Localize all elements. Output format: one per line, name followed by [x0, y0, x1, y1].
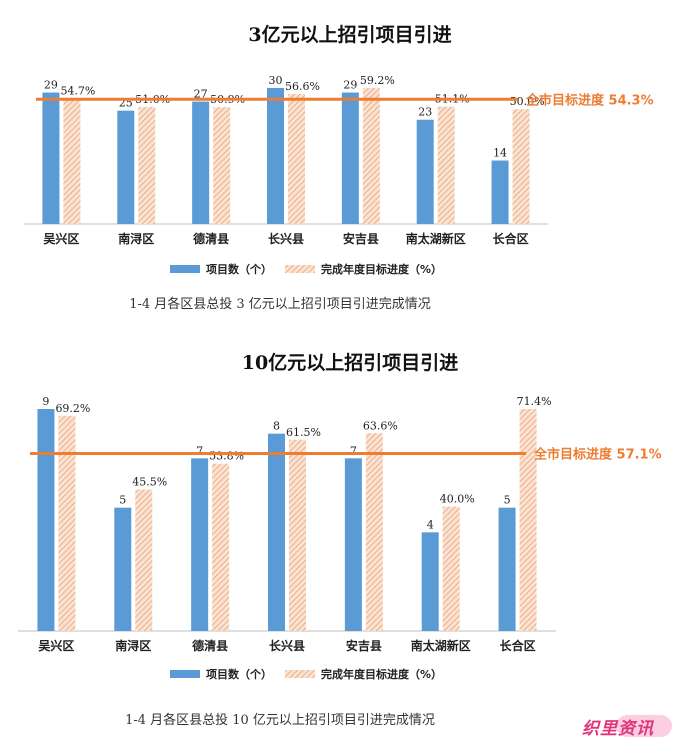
chart1-label-count-6: 14	[493, 147, 507, 160]
chart2-label-count-3: 8	[273, 420, 280, 433]
chart2-category-label-6: 长合区	[500, 638, 536, 653]
chart2-label-percent-4: 63.6%	[363, 419, 398, 432]
chart2-bar-count-5	[421, 532, 439, 631]
chart2-label-percent-3: 61.5%	[286, 426, 321, 439]
chart1-legend-label-count: 项目数（个）	[206, 262, 272, 276]
chart2-category-label-5: 南太湖新区	[411, 638, 471, 653]
watermark-bubble-icon	[616, 715, 672, 737]
chart2-legend-label-percent: 完成年度目标进度（%）	[321, 667, 442, 681]
chart1-bar-count-2	[192, 101, 210, 224]
chart2-label-count-0: 9	[42, 395, 49, 408]
chart2-bar-count-2	[191, 458, 209, 631]
chart1-bar-count-1	[117, 110, 135, 224]
chart1-legend-label-percent: 完成年度目标进度（%）	[321, 262, 442, 276]
chart2-bar-percent-3	[289, 439, 306, 631]
chart1-bar-count-0	[42, 92, 60, 225]
chart2-label-percent-6: 71.4%	[517, 395, 552, 408]
chart2-category-label-2: 德清县	[192, 638, 228, 653]
chart1-label-percent-4: 59.2%	[360, 74, 395, 87]
chart1-svg: 2954.7%吴兴区2551.0%南浔区2750.9%德清县3056.6%长兴县…	[24, 74, 654, 276]
chart2-label-percent-1: 45.5%	[132, 476, 167, 489]
chart1-category-label-1: 南浔区	[118, 231, 154, 246]
chart1-bar-count-6	[491, 160, 509, 224]
chart2-legend-swatch-percent	[285, 670, 315, 678]
chart2-category-label-3: 长兴县	[269, 638, 305, 653]
chart1-legend-swatch-count	[170, 265, 200, 273]
chart2-bar-percent-2	[212, 463, 230, 631]
chart1-title: 3亿元以上招引项目引进	[248, 24, 452, 46]
chart2-category-label-4: 安吉县	[346, 638, 382, 653]
chart1-bar-count-3	[267, 88, 284, 224]
chart2-label-percent-5: 40.0%	[440, 493, 475, 506]
chart2-label-percent-0: 69.2%	[55, 402, 90, 415]
chart1-bar-percent-4	[362, 88, 380, 224]
chart2-legend-swatch-count	[170, 670, 200, 678]
watermark-logo: 织里资讯	[582, 712, 682, 742]
chart2-caption: 1-4 月各区县总投 10 亿元以上招引项目引进完成情况	[125, 713, 435, 728]
chart1-caption: 1-4 月各区县总投 3 亿元以上招引项目引进完成情况	[129, 297, 431, 312]
chart1-label-count-4: 29	[343, 79, 357, 92]
chart1-bar-percent-5	[437, 106, 455, 224]
watermark-text: 织里资讯	[582, 719, 654, 739]
chart2-bar-percent-5	[442, 506, 460, 631]
chart2-category-label-0: 吴兴区	[38, 638, 74, 653]
chart2-category-label-1: 南浔区	[115, 638, 151, 653]
chart2-bar-percent-6	[519, 409, 537, 631]
chart2-label-count-2: 7	[196, 444, 203, 457]
chart1-bar-percent-0	[63, 98, 81, 224]
chart2-bar-count-0	[37, 409, 55, 631]
chart2-label-count-5: 4	[427, 518, 434, 531]
chart1-bar-percent-6	[512, 109, 530, 224]
chart1-category-label-4: 安吉县	[343, 231, 379, 246]
chart1-category-label-6: 长合区	[493, 231, 529, 246]
chart1-label-count-3: 30	[269, 74, 283, 87]
chart2-bar-count-1	[114, 507, 132, 631]
chart2-svg: 9 69.2% 吴兴区 5 45.5% 南浔区 7 53.8% 德清县 8 61.5% 长兴县 7 63.…	[18, 395, 662, 681]
chart2-label-percent-2: 53.8%	[209, 450, 244, 463]
chart2-bar-percent-4	[365, 433, 383, 631]
chart1-bar-count-5	[416, 119, 434, 224]
chart1-bar-percent-2	[213, 107, 231, 224]
chart2-bar-count-4	[344, 458, 362, 631]
chart1-target-label: 全市目标进度 54.3%	[525, 92, 654, 108]
chart2-title: 10亿元以上招引项目引进	[241, 352, 459, 374]
chart1-label-percent-0: 54.7%	[60, 84, 95, 97]
chart1-label-percent-3: 56.6%	[285, 80, 320, 93]
chart1-bar-count-4	[341, 92, 359, 225]
chart2-legend-label-count: 项目数（个）	[206, 667, 272, 681]
chart1-category-label-3: 长兴县	[268, 231, 304, 246]
chart1-bar-percent-3	[288, 93, 305, 224]
chart1-label-count-0: 29	[44, 79, 58, 92]
chart2-bar-percent-1	[135, 489, 153, 631]
chart1-category-label-5: 南太湖新区	[406, 231, 466, 246]
chart1-label-percent-6: 50.0%	[510, 95, 545, 108]
chart1-legend-swatch-percent	[285, 265, 315, 273]
chart2-label-count-6: 5	[504, 494, 511, 507]
chart1-category-label-0: 吴兴区	[43, 231, 79, 246]
chart1-label-count-2: 27	[194, 88, 208, 101]
chart2-bar-percent-0	[58, 415, 76, 631]
chart1-bar-percent-1	[138, 106, 156, 224]
chart1-category-label-2: 德清县	[193, 231, 229, 246]
chart2-bar-count-6	[498, 507, 516, 631]
chart2-bar-count-3	[268, 433, 285, 631]
chart1-label-count-5: 23	[418, 106, 432, 119]
chart2-label-count-4: 7	[350, 444, 357, 457]
chart2-label-count-1: 5	[119, 494, 126, 507]
chart2-target-label: 全市目标进度 57.1%	[533, 446, 662, 462]
